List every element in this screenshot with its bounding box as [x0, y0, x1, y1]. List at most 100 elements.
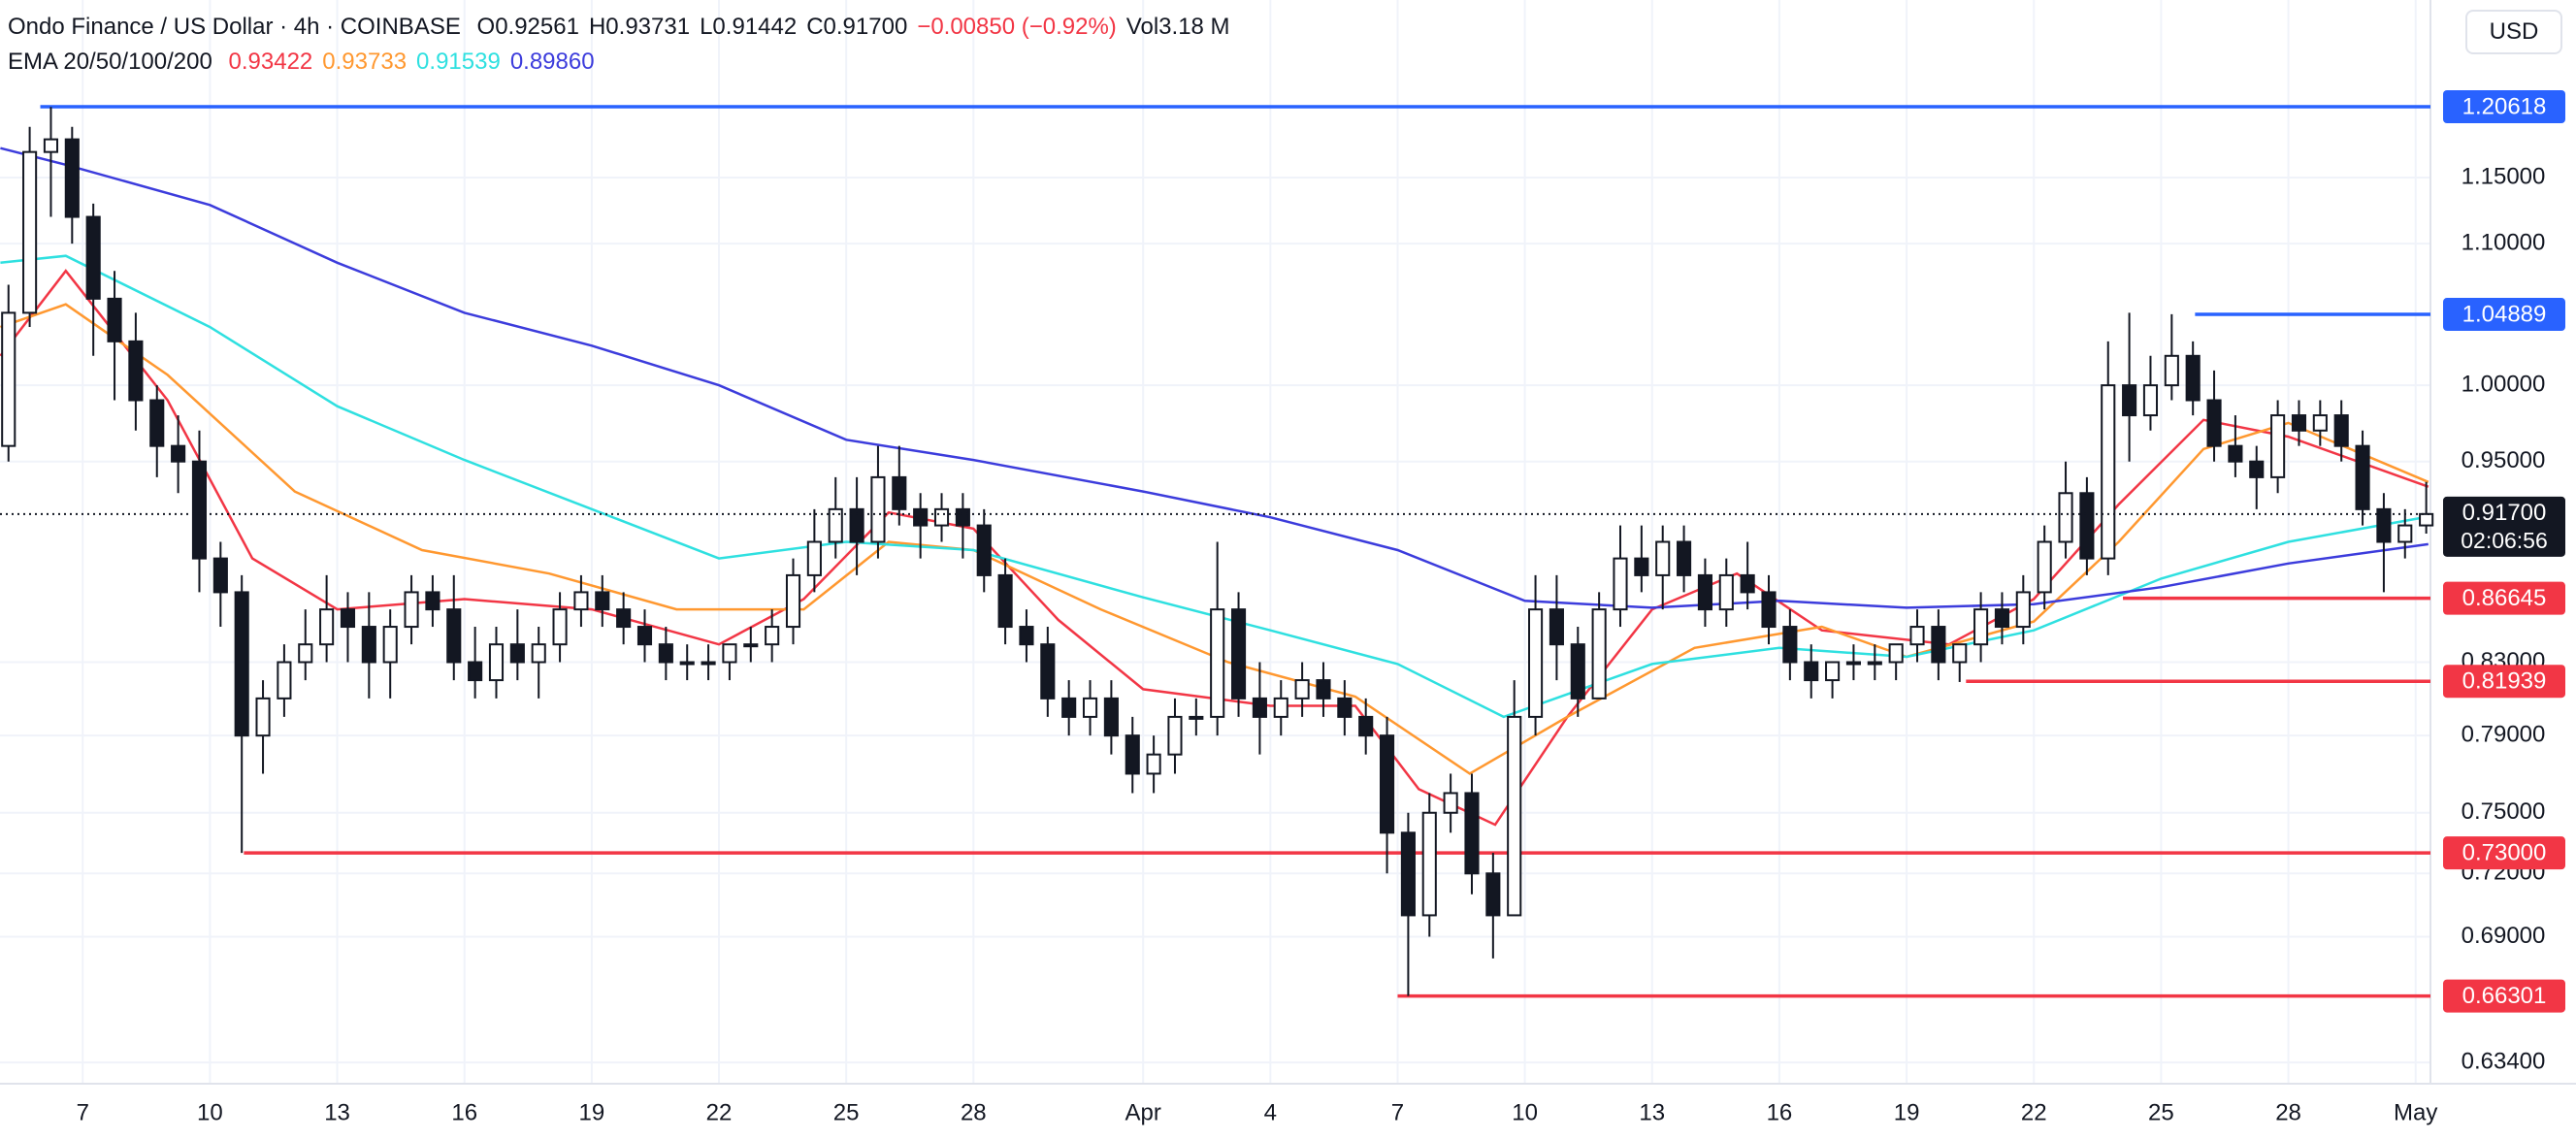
candle-body	[849, 507, 864, 543]
candle-body	[1019, 626, 1034, 646]
last-price-box	[2443, 496, 2565, 557]
candle-body	[1, 311, 16, 447]
x-tick-label: 28	[2275, 1099, 2301, 1125]
ohlc-key: O	[476, 14, 496, 40]
symbol-name: Ondo Finance / US Dollar · 4h · COINBASE	[8, 14, 461, 40]
candle-body	[531, 643, 546, 664]
candle-body	[1528, 608, 1544, 718]
indicator-value: 0.93733	[322, 49, 408, 75]
candle-body	[1549, 608, 1564, 646]
ohlc-key: C	[806, 14, 824, 40]
candle-body	[870, 475, 886, 543]
candle-body	[955, 507, 970, 527]
candle-body	[2122, 384, 2137, 417]
x-tick-label: 19	[1894, 1099, 1920, 1125]
indicator-name: EMA 20/50/100/200	[8, 49, 212, 75]
x-tick-label: Apr	[1125, 1099, 1161, 1125]
x-tick-label: 7	[77, 1099, 89, 1125]
level-label-box	[2443, 836, 2565, 870]
candle-body	[1294, 679, 1310, 700]
candle-body	[1740, 573, 1755, 594]
ohlc-value: 0.91700	[823, 14, 908, 40]
level-label-box	[2443, 90, 2565, 124]
symbol-legend: Ondo Finance / US Dollar · 4h · COINBASE…	[8, 14, 1240, 41]
level-label-box	[2443, 581, 2565, 615]
candle-body	[997, 573, 1013, 629]
y-tick-label: 1.00000	[2462, 371, 2546, 397]
x-tick-label: 10	[197, 1099, 223, 1125]
candle-body	[2015, 591, 2031, 629]
candle-body	[149, 399, 165, 447]
y-tick-label: 1.15000	[2462, 163, 2546, 189]
candle-body	[468, 661, 483, 682]
x-tick-label: 13	[324, 1099, 350, 1125]
ema-line	[0, 146, 2429, 609]
candle-body	[1040, 643, 1056, 700]
candle-body	[382, 626, 398, 664]
x-tick-label: 25	[2148, 1099, 2174, 1125]
candle-body	[1909, 626, 1925, 646]
candle-body	[679, 661, 695, 666]
x-tick-label: 16	[451, 1099, 477, 1125]
candle-body	[1655, 540, 1671, 576]
countdown-label: 02:06:56	[2461, 528, 2548, 553]
candle-body	[1931, 626, 1946, 664]
candle-body	[1061, 697, 1077, 718]
candle-body	[1804, 661, 1819, 682]
ohlc-value: 0.93731	[605, 14, 691, 40]
candle-body	[1167, 715, 1183, 756]
candle-body	[1125, 734, 1140, 775]
candle-body	[1273, 697, 1288, 718]
candle-body	[64, 138, 80, 218]
candle-body	[128, 340, 144, 402]
candle-body	[2164, 354, 2179, 387]
volume-value: 3.18 M	[1158, 14, 1230, 40]
candle-body	[1718, 573, 1734, 611]
candle-body	[255, 697, 271, 737]
candle-body	[1677, 540, 1692, 576]
y-tick-label: 0.79000	[2462, 722, 2546, 748]
candle-body	[191, 460, 208, 560]
candle-body	[636, 626, 653, 646]
candle-body	[446, 608, 462, 664]
candle-body	[2228, 444, 2243, 463]
indicator-legend: EMA 20/50/100/200 0.93422 0.93733 0.91539 0…	[8, 49, 604, 76]
indicator-value: 0.89860	[509, 49, 595, 75]
x-tick-label: 22	[706, 1099, 733, 1125]
candle-body	[1337, 697, 1353, 718]
candle-body	[806, 540, 822, 576]
candle-body	[2206, 399, 2222, 447]
candle-body	[171, 444, 186, 463]
x-tick-label: 4	[1264, 1099, 1277, 1125]
candle-body	[933, 507, 950, 527]
candle-body	[509, 643, 525, 664]
candle-body	[1210, 608, 1225, 718]
candle-body	[2249, 460, 2265, 478]
level-label-box	[2443, 979, 2565, 1013]
level-label: 0.86645	[2462, 585, 2547, 611]
price-change: −0.00850 (−0.92%)	[917, 14, 1117, 40]
candle-body	[1697, 573, 1712, 611]
candle-body	[234, 591, 249, 737]
candle-body	[573, 591, 589, 611]
candle-body	[1867, 661, 1882, 666]
candle-body	[2419, 512, 2434, 527]
y-tick-label: 1.10000	[2462, 229, 2546, 255]
candle-body	[1421, 811, 1437, 917]
candle-body	[892, 475, 907, 510]
candle-body	[2101, 384, 2116, 560]
y-tick-label: 0.69000	[2462, 923, 2546, 949]
x-tick-label: 7	[1391, 1099, 1404, 1125]
candle-body	[1358, 715, 1374, 737]
candle-body	[658, 643, 673, 664]
candle-body	[1888, 643, 1904, 664]
ohlc-value: 0.91442	[712, 14, 798, 40]
y-tick-label: 0.63400	[2462, 1048, 2546, 1074]
grid	[0, 0, 2430, 1084]
currency-button[interactable]: USD	[2465, 10, 2562, 54]
candle-body	[1082, 697, 1098, 718]
indicator-value: 0.91539	[416, 49, 501, 75]
